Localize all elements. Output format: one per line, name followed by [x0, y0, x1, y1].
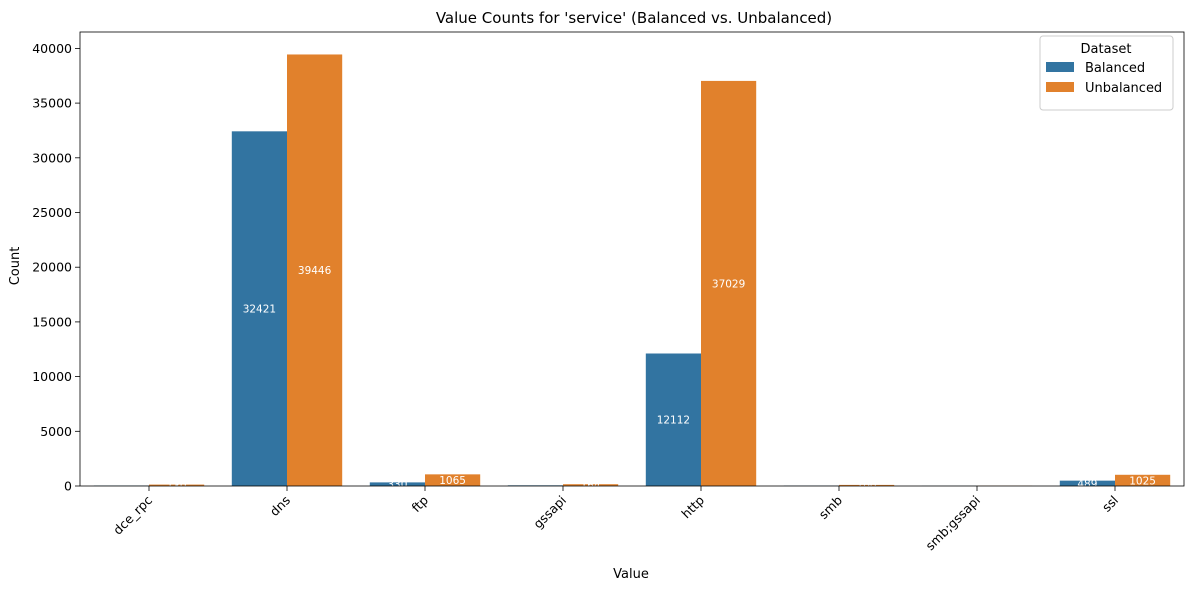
data-label-unbalanced-dns: 39446 [298, 265, 332, 277]
data-label-unbalanced-smb: 100 [857, 480, 877, 492]
x-tick-label: dns [267, 493, 293, 519]
x-tick-label: dce_rpc [110, 492, 155, 537]
axes-layer: dce_rpc dns ftp gssapi http smb smb;gssapi ssl 0… [32, 31, 1185, 554]
data-label-unbalanced-http: 37029 [712, 278, 745, 290]
bar-unbalanced-smb [839, 484, 895, 486]
x-tick-label: smb [816, 492, 845, 521]
y-tick-label: 40000 [32, 41, 72, 56]
bar-unbalanced-http [701, 80, 757, 487]
legend: Dataset Balanced Unbalanced [1039, 35, 1174, 111]
x-tick-label: http [678, 492, 707, 521]
x-tick-label: gssapi [530, 493, 569, 532]
y-tick-label: 0 [64, 479, 72, 494]
legend-title: Dataset [1081, 42, 1132, 57]
y-axis-title: Count [8, 247, 23, 286]
legend-label-balanced: Balanced [1085, 61, 1145, 76]
x-axis-title: Value [613, 567, 649, 582]
bar-unbalanced-ftp [425, 474, 481, 486]
y-tick-label: 10000 [32, 369, 72, 384]
y-tick-label: 15000 [32, 314, 72, 329]
y-tick-label: 20000 [32, 260, 72, 275]
bar-unbalanced-dce-rpc [149, 484, 205, 486]
bar-unbalanced-ssl [1115, 474, 1171, 486]
bar-balanced-dns [231, 131, 287, 486]
data-label-unbalanced-ssl: 1025 [1129, 475, 1156, 487]
data-label-balanced-ftp: 330 [387, 479, 407, 491]
y-tick-label: 35000 [32, 96, 72, 111]
data-label-unbalanced-ftp: 1065 [439, 475, 466, 487]
legend-label-unbalanced: Unbalanced [1085, 81, 1162, 96]
data-label-balanced-ssl: 489 [1077, 478, 1097, 490]
data-label-balanced-http: 12112 [657, 415, 690, 427]
y-tick-label: 25000 [32, 205, 72, 220]
y-tick-label: 5000 [40, 424, 72, 439]
legend-swatch-balanced [1046, 62, 1074, 72]
bar-balanced-ssl [1059, 480, 1115, 486]
y-tick-label: 30000 [32, 150, 72, 165]
bars-layer [93, 54, 1171, 487]
bar-unbalanced-gssapi [563, 484, 619, 486]
chart-title: Value Counts for 'service' (Balanced vs.… [436, 9, 832, 27]
x-tick-label: ssl [1099, 493, 1121, 515]
bar-balanced-ftp [369, 482, 425, 486]
bar-unbalanced-dns [287, 54, 343, 486]
data-label-balanced-dns: 32421 [243, 304, 276, 316]
plot-frame [79, 31, 1185, 487]
x-tick-label: smb;gssapi [922, 493, 983, 554]
bar-balanced-http [645, 353, 701, 486]
x-tick-label: ftp [408, 492, 431, 515]
legend-swatch-unbalanced [1046, 82, 1074, 92]
